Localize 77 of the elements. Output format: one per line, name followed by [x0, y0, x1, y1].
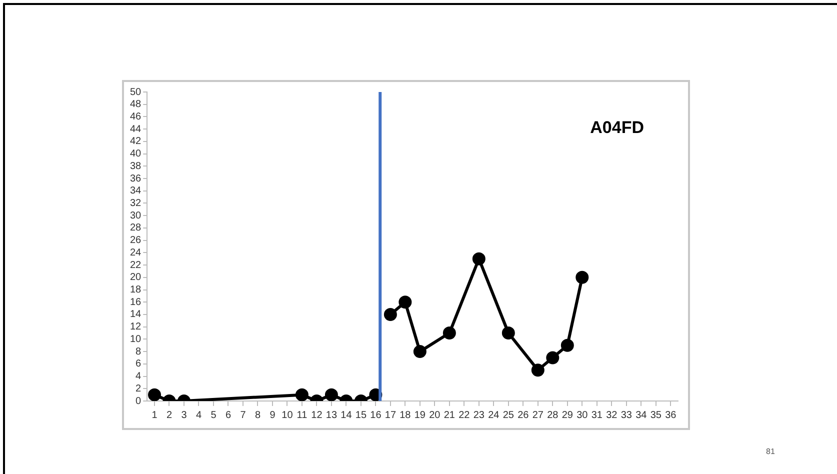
x-tick-label: 18	[400, 410, 412, 421]
x-tick-label: 6	[225, 410, 232, 421]
y-tick-label: 28	[130, 222, 142, 234]
x-tick-label: 10	[282, 410, 294, 421]
x-tick-label: 22	[458, 410, 470, 421]
y-tick-label: 20	[130, 272, 142, 284]
y-tick-label: 40	[130, 148, 142, 160]
x-tick-label: 26	[518, 410, 530, 421]
point	[148, 388, 161, 401]
x-tick-label: 1	[152, 410, 158, 421]
point	[472, 252, 486, 266]
x-tick-label: 14	[340, 410, 352, 421]
x-tick-label: 16	[370, 410, 382, 421]
x-tick-label: 30	[576, 410, 588, 421]
x-tick-label: 12	[311, 410, 323, 421]
x-tick-label: 28	[547, 410, 559, 421]
y-tick-label: 16	[130, 296, 142, 308]
point	[413, 345, 426, 358]
y-tick-label: 14	[130, 309, 142, 320]
x-tick-label: 13	[326, 410, 338, 421]
y-tick-label: 32	[130, 198, 142, 209]
y-tick-label: 18	[130, 284, 142, 296]
x-tick-label: 25	[502, 410, 514, 421]
y-tick-label: 46	[130, 111, 142, 122]
x-tick-label: 35	[650, 410, 662, 421]
y-tick-label: 10	[130, 334, 142, 345]
y-tick-label: 2	[136, 383, 142, 394]
text: 81	[766, 447, 775, 456]
point	[324, 388, 338, 401]
x-tick-label: 19	[414, 410, 426, 421]
y-tick-label: 4	[136, 371, 142, 382]
x-tick-label: 20	[429, 410, 441, 421]
x-tick-label: 17	[384, 410, 396, 421]
x-tick-label: 2	[166, 410, 172, 421]
x-tick-label: 3	[181, 410, 188, 421]
point	[398, 296, 412, 309]
y-tick-label: 8	[136, 346, 142, 358]
y-tick-label: 36	[130, 173, 142, 184]
x-tick-label: 32	[606, 410, 618, 421]
annotation: A04FD	[590, 118, 644, 138]
y-tick-label: 30	[130, 210, 142, 222]
y-tick-label: 42	[130, 136, 142, 148]
x-tick-label: 23	[473, 410, 485, 421]
y-tick-label: 12	[130, 322, 142, 333]
x-tick-label: 4	[196, 410, 202, 421]
x-tick-label: 5	[210, 410, 217, 421]
x-tick-label: 31	[591, 410, 603, 421]
x-tick-label: 34	[636, 410, 648, 421]
x-tick-label: 9	[270, 410, 276, 421]
x-tick-label: 36	[665, 410, 677, 421]
point	[295, 388, 308, 401]
point	[560, 338, 574, 352]
y-tick-label: 22	[130, 260, 142, 271]
y-tick-label: 50	[130, 86, 142, 98]
x-tick-label: 21	[444, 410, 456, 421]
x-tick-label: 7	[240, 410, 246, 421]
point	[546, 351, 560, 364]
point	[531, 364, 544, 377]
y-tick-label: 24	[130, 247, 142, 258]
x-tick-label: 29	[562, 410, 574, 421]
y-tick-label: 44	[130, 124, 142, 135]
point	[502, 326, 515, 340]
y-tick-label: 0	[136, 396, 142, 407]
x-tick-label: 8	[254, 410, 261, 421]
x-tick-label: 11	[296, 410, 308, 421]
y-tick-label: 34	[130, 186, 142, 197]
point	[576, 270, 589, 284]
y-tick-label: 26	[130, 235, 142, 246]
x-tick-label: 15	[355, 410, 367, 421]
x-tick-label: 33	[620, 410, 632, 421]
y-tick-label: 48	[130, 99, 142, 110]
x-tick-label: 27	[532, 410, 544, 421]
point	[442, 326, 456, 340]
y-tick-label: 38	[130, 160, 142, 172]
y-tick-label: 6	[136, 358, 142, 370]
x-tick-label: 24	[488, 410, 500, 421]
point	[384, 308, 397, 321]
